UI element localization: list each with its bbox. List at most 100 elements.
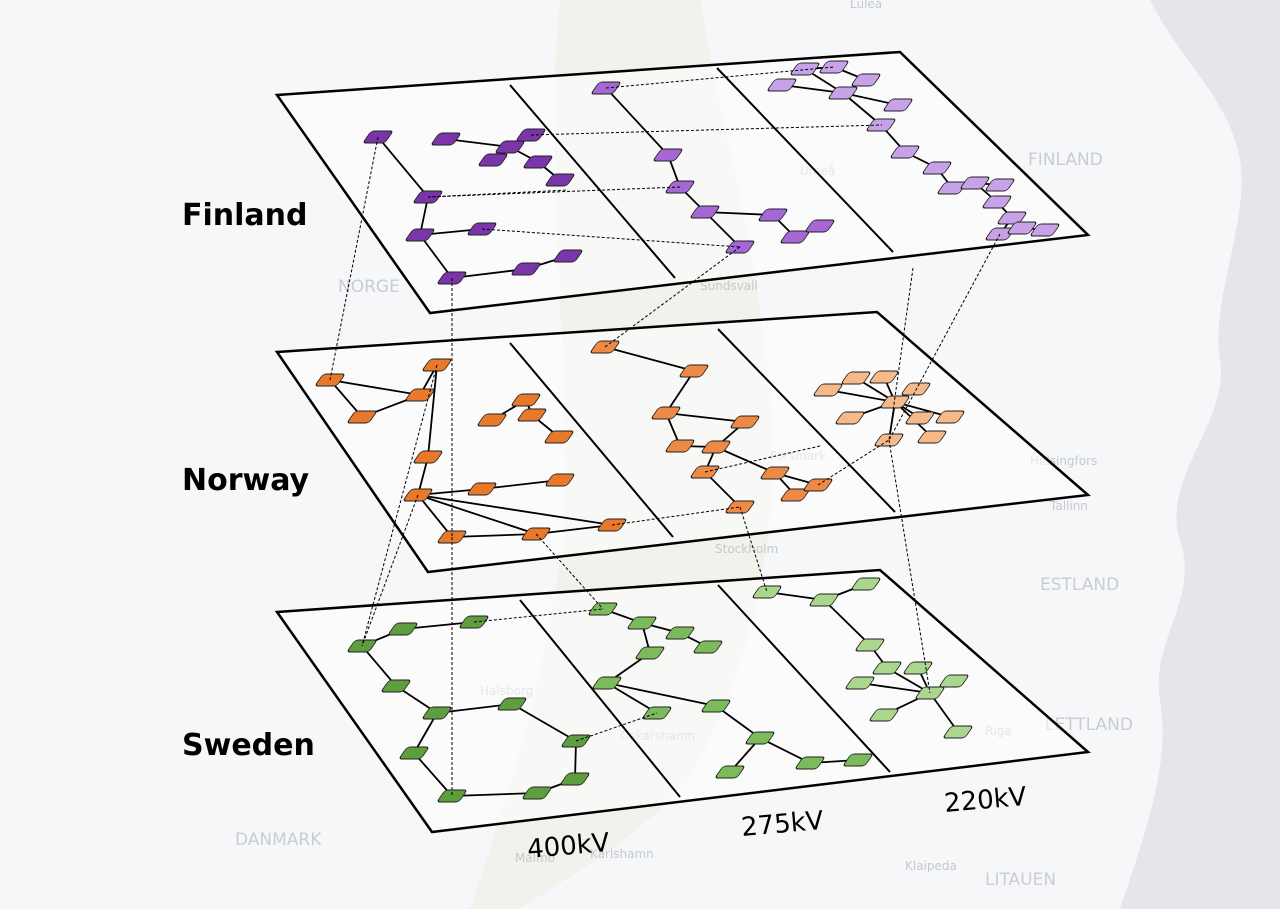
grid-node bbox=[805, 219, 835, 233]
interlayer-link bbox=[473, 608, 604, 623]
grid-node bbox=[467, 482, 497, 496]
grid-node bbox=[511, 393, 541, 407]
grid-node bbox=[388, 622, 418, 636]
interlayer-link bbox=[427, 186, 681, 198]
grid-node bbox=[905, 411, 935, 425]
interlayer-link bbox=[535, 533, 604, 610]
grid-edge bbox=[417, 494, 537, 535]
interlayer-link bbox=[888, 233, 1001, 441]
grid-node bbox=[960, 176, 990, 190]
grid-node bbox=[560, 772, 590, 786]
voltage-divider bbox=[509, 342, 674, 538]
grid-node bbox=[869, 708, 899, 722]
grid-edge bbox=[451, 792, 538, 797]
grid-node bbox=[511, 262, 541, 276]
grid-edge bbox=[929, 692, 959, 733]
grid-node bbox=[437, 789, 467, 803]
grid-node bbox=[553, 249, 583, 263]
grid-node bbox=[1007, 221, 1037, 235]
layer-label: Norway bbox=[182, 463, 310, 498]
grid-edge bbox=[604, 346, 695, 372]
grid-node bbox=[590, 340, 620, 354]
grid-edge bbox=[827, 389, 896, 403]
voltage-label: 400kV bbox=[526, 828, 611, 865]
grid-node bbox=[935, 410, 965, 424]
interlayer-link bbox=[329, 136, 379, 381]
map-label: NORGE bbox=[338, 277, 400, 297]
grid-node bbox=[903, 661, 933, 675]
map-label: Luleå bbox=[850, 0, 882, 11]
grid-node bbox=[651, 406, 681, 420]
interlayer-link bbox=[611, 506, 741, 526]
voltage-label: 275kV bbox=[740, 806, 825, 843]
grid-node bbox=[828, 86, 858, 100]
grid-edge bbox=[413, 712, 438, 754]
grid-edge bbox=[859, 682, 931, 694]
grid-node bbox=[760, 466, 790, 480]
map-label: ESTLAND bbox=[1040, 575, 1119, 595]
map-label: Sundsvall bbox=[700, 279, 758, 293]
voltage-divider bbox=[717, 584, 891, 773]
grid-node bbox=[381, 679, 411, 693]
grid-node bbox=[758, 208, 788, 222]
grid-node bbox=[767, 78, 797, 92]
grid-node bbox=[780, 488, 810, 502]
interlayer-link bbox=[361, 364, 438, 647]
voltage-divider bbox=[509, 84, 676, 279]
grid-node bbox=[399, 746, 429, 760]
grid-node bbox=[405, 228, 435, 242]
grid-edge bbox=[329, 379, 363, 418]
grid-node bbox=[1030, 223, 1060, 237]
map-label: DANMARK bbox=[235, 830, 322, 850]
grid-node bbox=[347, 410, 377, 424]
grid-node bbox=[752, 585, 782, 599]
map-label: LITAUEN bbox=[985, 870, 1056, 890]
grid-node bbox=[855, 638, 885, 652]
map-label: Klaipeda bbox=[905, 859, 957, 873]
grid-node bbox=[917, 430, 947, 444]
grid-node bbox=[883, 98, 913, 112]
grid-node bbox=[690, 205, 720, 219]
interlayer-link bbox=[361, 494, 419, 647]
grid-node bbox=[497, 697, 527, 711]
grid-node bbox=[522, 786, 552, 800]
grid-node bbox=[819, 60, 849, 74]
interlayer-link bbox=[604, 246, 741, 348]
grid-node bbox=[780, 230, 810, 244]
voltage-divider bbox=[519, 599, 681, 798]
layer-label: Finland bbox=[182, 198, 308, 233]
grid-node bbox=[545, 173, 575, 187]
grid-edge bbox=[481, 479, 561, 490]
grid-node bbox=[813, 383, 843, 397]
grid-node bbox=[845, 676, 875, 690]
interlayer-link bbox=[605, 66, 835, 89]
grid-node bbox=[544, 430, 574, 444]
grid-node bbox=[665, 439, 695, 453]
grid-node bbox=[985, 178, 1015, 192]
grid-node bbox=[517, 408, 547, 422]
grid-node bbox=[835, 411, 865, 425]
grid-edge bbox=[511, 703, 577, 742]
map-label: Karlshamn bbox=[590, 847, 654, 861]
grid-node bbox=[653, 148, 683, 162]
grid-edge bbox=[445, 138, 511, 148]
grid-node bbox=[413, 450, 443, 464]
grid-edge bbox=[605, 87, 669, 156]
grid-node bbox=[922, 161, 952, 175]
grid-edge bbox=[715, 446, 776, 474]
grid-node bbox=[715, 765, 745, 779]
grid-edge bbox=[427, 364, 438, 458]
grid-edge bbox=[606, 682, 717, 707]
voltage-divider bbox=[717, 328, 896, 513]
grid-node bbox=[869, 370, 899, 384]
grid-node bbox=[809, 593, 839, 607]
interlayer-link bbox=[817, 439, 890, 486]
grid-node bbox=[745, 731, 775, 745]
grid-node bbox=[851, 577, 881, 591]
grid-node bbox=[730, 415, 760, 429]
grid-node bbox=[701, 699, 731, 713]
interlayer-link bbox=[575, 712, 658, 742]
grid-edge bbox=[419, 234, 453, 279]
map-label: Stockholm bbox=[715, 542, 778, 556]
grid-node bbox=[872, 661, 902, 675]
